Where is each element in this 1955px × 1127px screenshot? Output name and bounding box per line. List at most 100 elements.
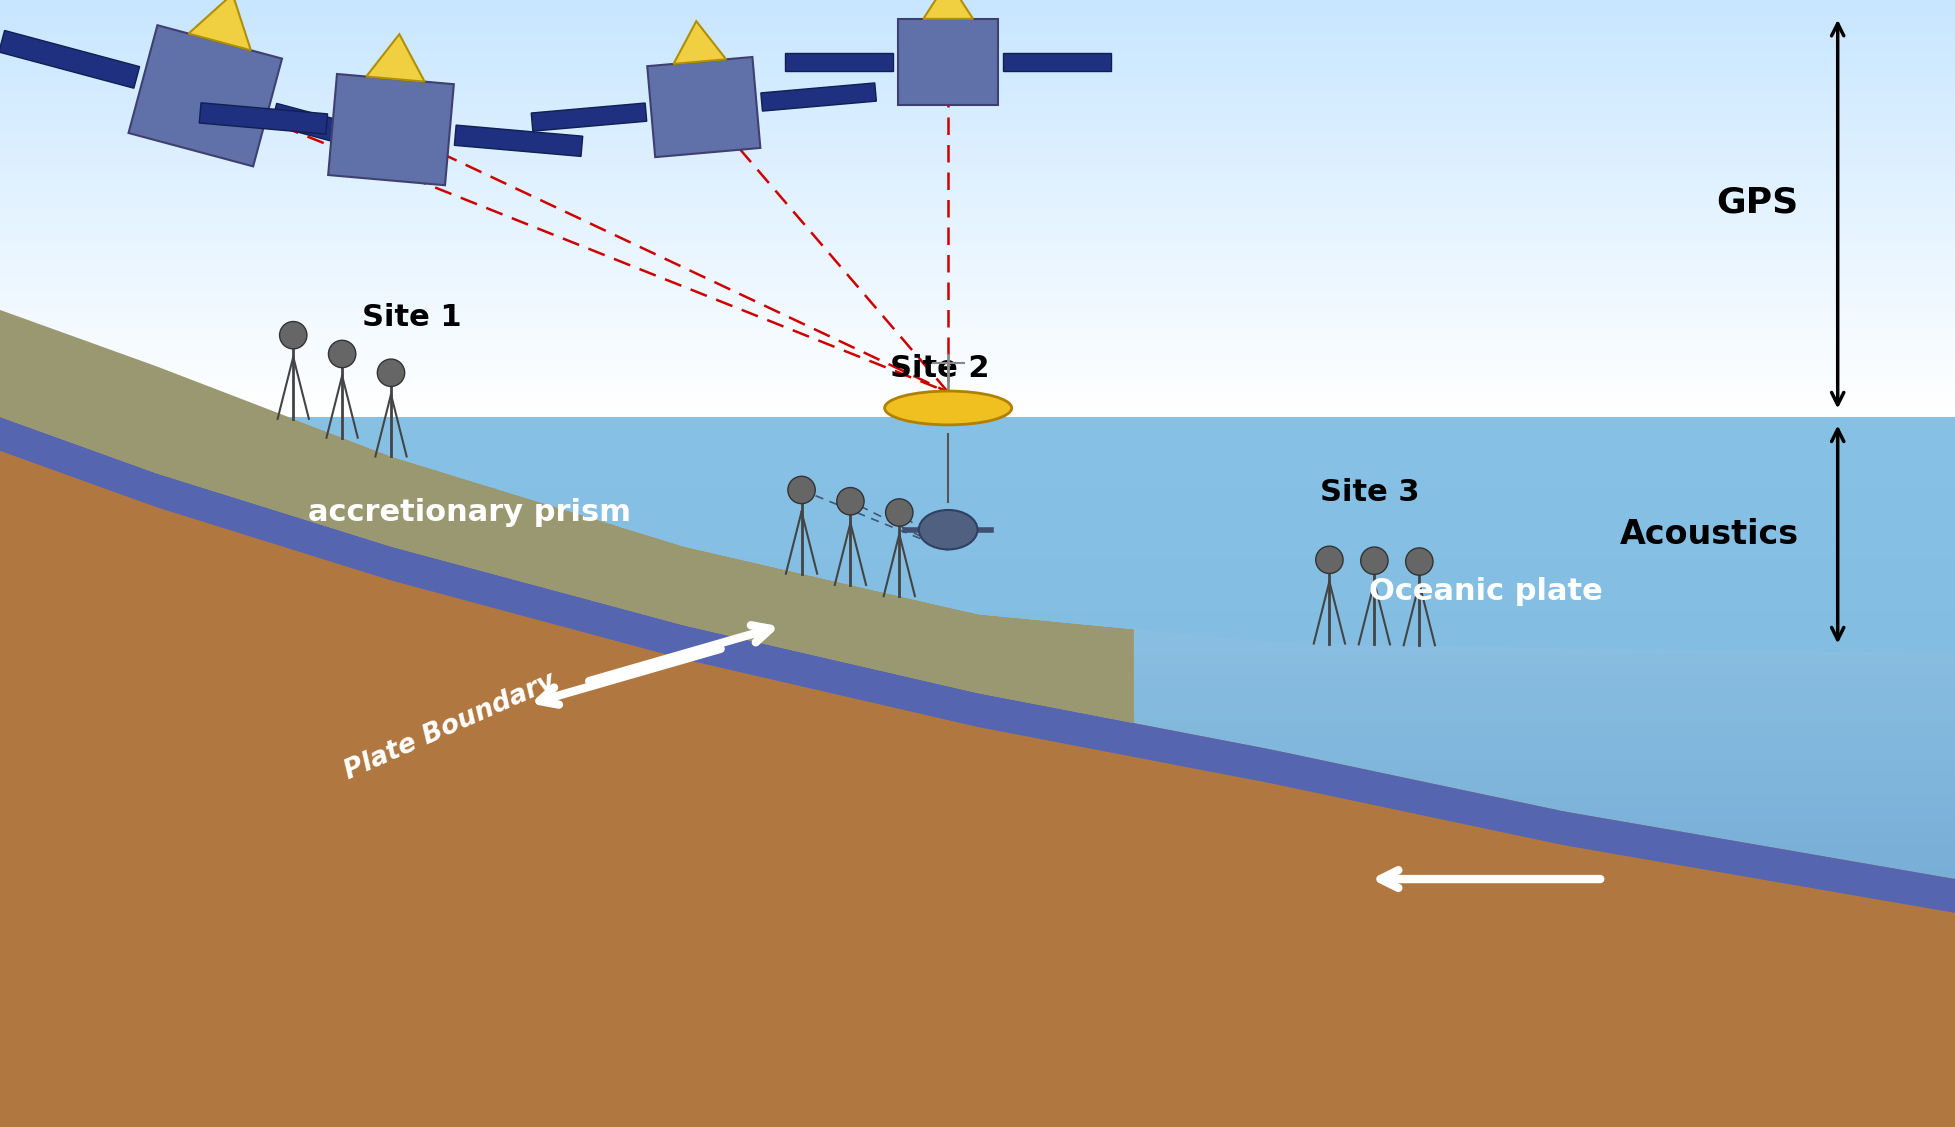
Polygon shape <box>0 1021 1955 1032</box>
Polygon shape <box>0 73 1955 78</box>
Polygon shape <box>895 594 1955 612</box>
Polygon shape <box>0 193 1955 198</box>
Polygon shape <box>0 30 139 88</box>
Polygon shape <box>0 63 1955 68</box>
Polygon shape <box>897 19 997 105</box>
Polygon shape <box>0 109 1955 115</box>
Polygon shape <box>0 772 1955 784</box>
Circle shape <box>377 360 405 387</box>
Polygon shape <box>0 57 1955 63</box>
Polygon shape <box>0 397 1955 401</box>
Polygon shape <box>0 370 1955 375</box>
Polygon shape <box>0 323 1955 328</box>
Polygon shape <box>0 230 1955 234</box>
Polygon shape <box>0 245 1955 250</box>
Polygon shape <box>1144 630 1955 648</box>
Polygon shape <box>0 47 1955 52</box>
Polygon shape <box>0 78 1955 83</box>
Polygon shape <box>0 453 1955 464</box>
Polygon shape <box>0 407 1955 411</box>
Polygon shape <box>0 365 1955 370</box>
Polygon shape <box>0 689 1955 701</box>
Polygon shape <box>0 832 1955 843</box>
Polygon shape <box>0 310 1134 724</box>
Polygon shape <box>0 391 1955 397</box>
Polygon shape <box>0 104 1955 109</box>
Polygon shape <box>0 902 1955 914</box>
Polygon shape <box>0 464 1955 477</box>
Polygon shape <box>0 1032 1955 1045</box>
Polygon shape <box>0 349 1955 354</box>
Polygon shape <box>0 313 1955 318</box>
Polygon shape <box>0 559 1955 570</box>
Polygon shape <box>0 748 1955 761</box>
Polygon shape <box>0 334 1955 339</box>
Polygon shape <box>0 654 1955 665</box>
Polygon shape <box>129 25 282 167</box>
Polygon shape <box>0 145 1955 151</box>
Polygon shape <box>0 411 1955 417</box>
Polygon shape <box>0 606 1955 618</box>
Polygon shape <box>0 594 1955 606</box>
Polygon shape <box>0 843 1955 855</box>
Polygon shape <box>0 0 1955 6</box>
Polygon shape <box>0 523 1955 535</box>
Polygon shape <box>0 224 1955 230</box>
Polygon shape <box>0 141 1955 145</box>
Polygon shape <box>0 125 1955 131</box>
Polygon shape <box>497 488 1955 506</box>
Polygon shape <box>0 996 1955 1009</box>
Text: Site 3: Site 3 <box>1320 478 1419 507</box>
Polygon shape <box>923 0 974 19</box>
Polygon shape <box>0 385 1955 391</box>
Polygon shape <box>0 796 1955 807</box>
Polygon shape <box>0 10 1955 16</box>
Polygon shape <box>0 308 1955 313</box>
Polygon shape <box>0 535 1955 547</box>
Polygon shape <box>0 52 1955 57</box>
Polygon shape <box>0 1056 1955 1068</box>
Circle shape <box>280 321 307 349</box>
Polygon shape <box>974 612 1955 630</box>
Polygon shape <box>0 784 1955 796</box>
Polygon shape <box>614 523 1955 541</box>
Polygon shape <box>0 256 1955 260</box>
Polygon shape <box>647 57 760 157</box>
Circle shape <box>837 488 864 515</box>
Polygon shape <box>0 89 1955 94</box>
Polygon shape <box>0 250 1955 256</box>
Polygon shape <box>0 302 1955 308</box>
Polygon shape <box>0 488 1955 500</box>
Polygon shape <box>0 354 1955 360</box>
Polygon shape <box>0 630 1955 642</box>
Polygon shape <box>0 198 1955 203</box>
Polygon shape <box>0 161 1955 167</box>
Polygon shape <box>0 819 1955 832</box>
Polygon shape <box>340 435 1955 453</box>
Polygon shape <box>0 713 1955 725</box>
Polygon shape <box>0 286 1955 292</box>
Polygon shape <box>0 477 1955 488</box>
Polygon shape <box>0 6 1955 10</box>
Polygon shape <box>0 260 1955 266</box>
Polygon shape <box>0 344 1955 349</box>
Polygon shape <box>0 94 1955 99</box>
Polygon shape <box>0 547 1955 559</box>
Polygon shape <box>0 890 1955 902</box>
Polygon shape <box>0 115 1955 119</box>
Polygon shape <box>0 417 1955 654</box>
Text: GPS: GPS <box>1716 186 1799 220</box>
Polygon shape <box>786 53 893 71</box>
Polygon shape <box>674 21 725 64</box>
Polygon shape <box>0 183 1955 188</box>
Polygon shape <box>0 36 1955 42</box>
Ellipse shape <box>884 391 1013 425</box>
Polygon shape <box>0 761 1955 772</box>
Polygon shape <box>0 208 1955 214</box>
Polygon shape <box>0 1044 1955 1056</box>
Polygon shape <box>385 453 1955 470</box>
Polygon shape <box>188 0 250 51</box>
Polygon shape <box>0 451 1955 1127</box>
Text: accretionary prism: accretionary prism <box>307 498 631 527</box>
Polygon shape <box>0 938 1955 949</box>
